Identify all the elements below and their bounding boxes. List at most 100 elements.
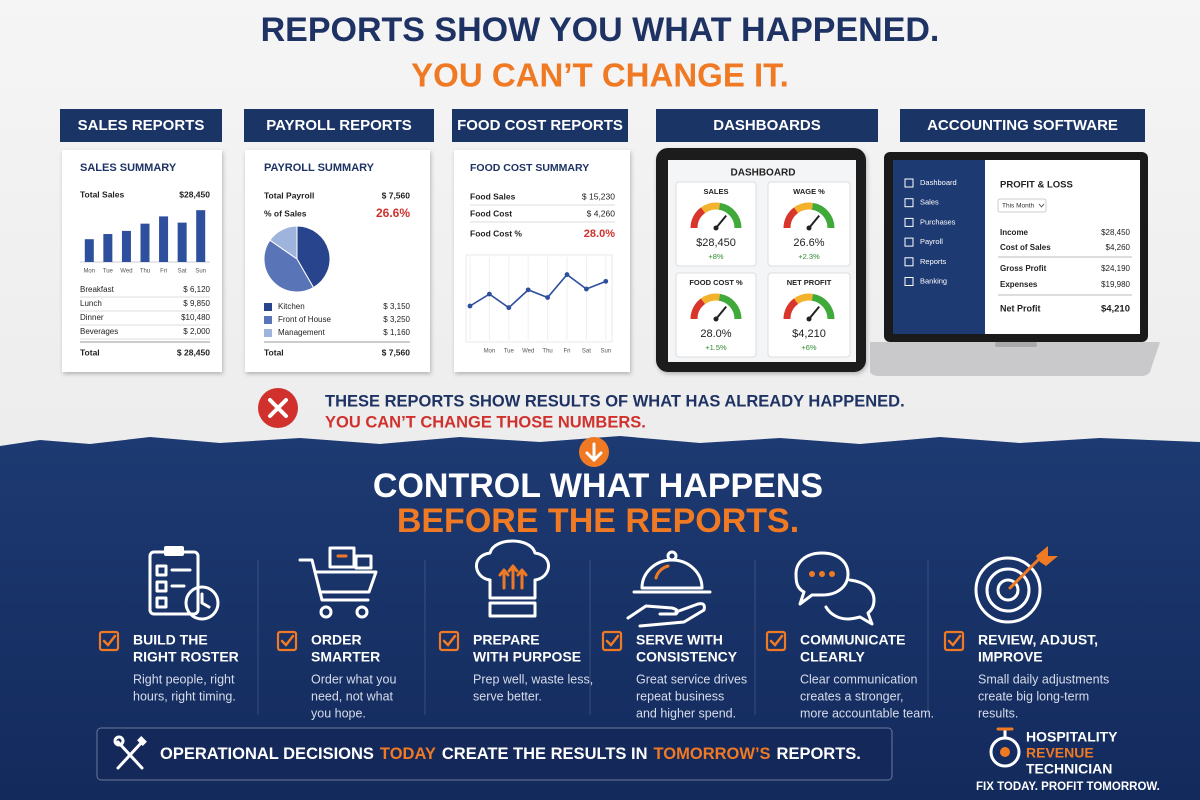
roster-icon-part bbox=[155, 596, 168, 609]
brand-name: REVENUE bbox=[1026, 745, 1094, 761]
bar bbox=[84, 239, 94, 262]
cart-icon-part bbox=[355, 605, 369, 619]
legend-value: $ 1,160 bbox=[383, 328, 410, 337]
gauge-arc bbox=[690, 207, 706, 229]
label: $ 9,850 bbox=[183, 299, 210, 308]
x-tick-label: Fri bbox=[564, 349, 571, 355]
gauge-needle bbox=[808, 306, 820, 320]
brand-name: TECHNICIAN bbox=[1026, 761, 1112, 777]
gauge-change: +1.5% bbox=[705, 343, 727, 352]
action-description: serve better. bbox=[473, 689, 542, 703]
bar bbox=[121, 230, 131, 262]
tab-label: FOOD COST REPORTS bbox=[457, 117, 623, 134]
x-tick-label: Mon bbox=[484, 349, 496, 355]
menu-item: Reports bbox=[920, 257, 947, 266]
gauge-value: 28.0% bbox=[700, 328, 731, 340]
gauge-panel bbox=[767, 272, 851, 358]
roster-icon-part bbox=[200, 592, 211, 609]
cloche-icon-part bbox=[666, 550, 678, 562]
menu-icon bbox=[904, 237, 914, 247]
gauge-panel bbox=[767, 181, 851, 267]
banner-part: REPORTS. bbox=[777, 745, 861, 763]
action-description: you hope. bbox=[311, 706, 366, 720]
label: $28,450 bbox=[1101, 228, 1130, 237]
label: $ 2,000 bbox=[183, 327, 210, 336]
card-title: PAYROLL SUMMARY bbox=[264, 162, 375, 174]
card-title: SALES SUMMARY bbox=[80, 162, 177, 174]
gauge-panel bbox=[675, 272, 757, 358]
menu-item: Banking bbox=[920, 276, 947, 285]
legend-label: Kitchen bbox=[278, 302, 305, 311]
label: Total Sales bbox=[80, 189, 125, 199]
laptop-base bbox=[870, 342, 1160, 376]
label: $19,980 bbox=[1101, 280, 1130, 289]
action-description: Great service drives bbox=[636, 672, 747, 686]
brand-logo bbox=[989, 727, 1021, 768]
point bbox=[584, 286, 589, 292]
x-tick-label: Sun bbox=[600, 349, 611, 355]
gauge-arc bbox=[701, 293, 720, 305]
bottom-background bbox=[0, 436, 1200, 800]
label: $ 4,260 bbox=[587, 208, 616, 218]
dashboard-title: DASHBOARD bbox=[731, 168, 796, 179]
x-tick-label: Thu bbox=[140, 269, 150, 275]
checkmark bbox=[947, 634, 962, 647]
menu-item: Dashboard bbox=[920, 178, 957, 187]
headline-accent: YOU CAN’T CHANGE IT. bbox=[411, 57, 789, 94]
action-title: COMMUNICATE bbox=[800, 632, 906, 648]
x-tick-label: Thu bbox=[542, 349, 552, 355]
gauge-arc bbox=[701, 202, 720, 214]
label: $4,210 bbox=[1101, 304, 1130, 315]
checkbox bbox=[943, 630, 965, 652]
action-description: Small daily adjustments bbox=[978, 672, 1109, 686]
tools-icon-part bbox=[113, 735, 125, 747]
tools-icon-part bbox=[116, 740, 144, 770]
cart-icon bbox=[298, 546, 378, 619]
banner-part: TOMORROW’S bbox=[654, 745, 771, 763]
checkbox bbox=[438, 630, 460, 652]
action-description: hours, right timing. bbox=[133, 689, 236, 703]
label: 28.0% bbox=[584, 228, 615, 240]
pie-slice bbox=[296, 225, 331, 289]
checkmark bbox=[280, 634, 295, 647]
action-title: SERVE WITH bbox=[636, 632, 723, 648]
action-description: Prep well, waste less, bbox=[473, 672, 593, 686]
chat-icon-part bbox=[819, 571, 825, 577]
chat-icon-part bbox=[809, 571, 815, 577]
label: Gross Profit bbox=[1000, 264, 1047, 273]
label: Cost of Sales bbox=[1000, 243, 1051, 252]
tools-icon bbox=[113, 735, 147, 770]
bar bbox=[140, 223, 150, 262]
point bbox=[467, 303, 473, 309]
roster-icon-part bbox=[164, 546, 184, 556]
point bbox=[603, 278, 609, 284]
cloche-icon bbox=[626, 550, 712, 628]
bar bbox=[159, 216, 169, 262]
gauge-value: $28,450 bbox=[696, 237, 736, 249]
x-tick-label: Wed bbox=[120, 269, 132, 275]
gauge-arc bbox=[794, 202, 813, 214]
line bbox=[469, 273, 607, 309]
menu-icon bbox=[904, 217, 914, 227]
action-title: ORDER bbox=[311, 632, 362, 648]
x-tick-label: Wed bbox=[522, 349, 534, 355]
label: $10,480 bbox=[181, 313, 210, 322]
point bbox=[564, 272, 570, 277]
checkbox bbox=[98, 630, 120, 652]
action-title: REVIEW, ADJUST, bbox=[978, 632, 1098, 648]
label: % of Sales bbox=[264, 208, 307, 218]
label: Beverages bbox=[80, 327, 118, 336]
gauge-needle bbox=[715, 306, 727, 320]
brand-name: HOSPITALITY bbox=[1026, 729, 1118, 745]
tab bbox=[60, 109, 222, 142]
action-description: Right people, right bbox=[133, 672, 235, 686]
gauge-label: NET PROFIT bbox=[787, 278, 832, 287]
bar bbox=[196, 210, 206, 262]
label: $ 7,560 bbox=[382, 347, 411, 357]
checkmark bbox=[442, 634, 457, 647]
x-tick-label: Tue bbox=[103, 269, 114, 275]
chef-hat-icon-part bbox=[498, 564, 528, 590]
x-tick-label: Sat bbox=[582, 349, 591, 355]
tab-label: SALES REPORTS bbox=[78, 117, 205, 134]
